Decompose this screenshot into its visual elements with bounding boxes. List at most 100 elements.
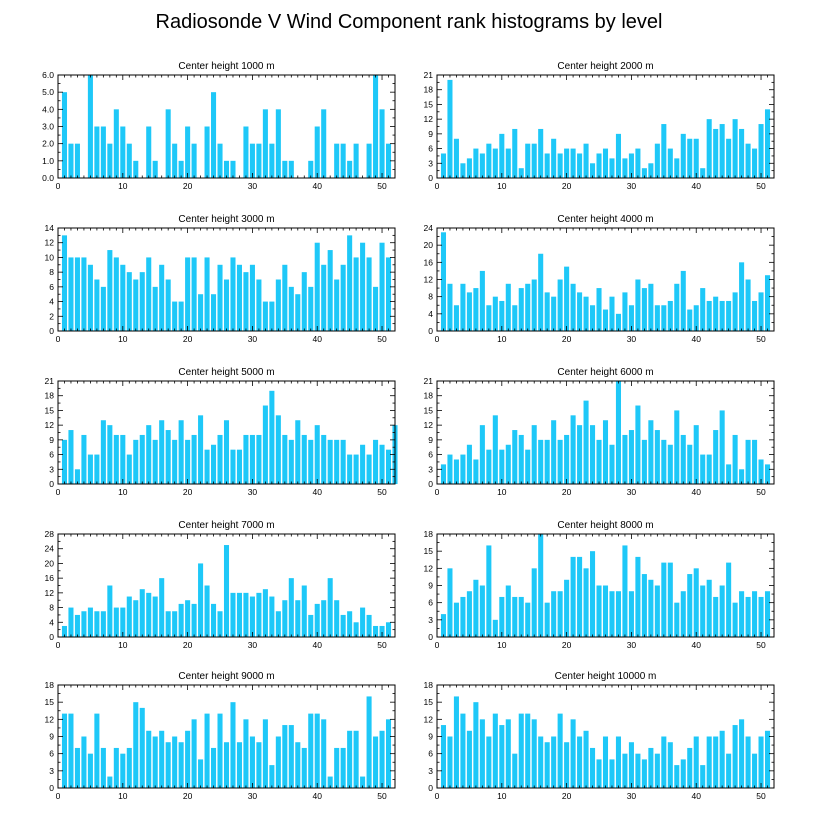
y-tick-label: 8: [49, 603, 54, 613]
bar: [379, 625, 385, 637]
bar: [223, 160, 230, 178]
bar: [590, 305, 596, 331]
y-tick-label: 1.0: [42, 156, 54, 166]
bar: [159, 730, 165, 788]
bar: [68, 257, 74, 331]
x-tick-label: 20: [562, 487, 572, 497]
bar: [282, 434, 288, 484]
x-tick-label: 40: [312, 487, 322, 497]
bar: [223, 742, 230, 788]
bar: [551, 296, 557, 331]
bar: [74, 614, 80, 637]
bar: [479, 270, 485, 331]
bar: [635, 148, 641, 178]
y-tick-label: 0: [49, 632, 54, 642]
bar: [622, 158, 628, 178]
bar: [680, 591, 686, 637]
bar: [243, 719, 249, 788]
panels-container: Center height 1000 m0 10 20 30 40 500.01.02.0…: [42, 61, 775, 801]
bar: [700, 765, 706, 788]
bar: [211, 294, 217, 331]
bar: [577, 153, 583, 178]
bar: [133, 160, 139, 178]
bar: [360, 607, 366, 637]
bar: [87, 454, 93, 484]
y-tick-label: 0: [428, 173, 433, 183]
bar: [544, 153, 550, 178]
bar: [301, 272, 307, 331]
bar: [204, 713, 210, 788]
bar: [602, 585, 609, 637]
bar: [262, 719, 268, 788]
x-tick-label: 20: [183, 334, 193, 344]
x-tick-label: 50: [756, 640, 766, 650]
bar: [334, 600, 340, 637]
bar: [512, 596, 518, 637]
bar: [288, 286, 294, 331]
x-tick-label: 30: [627, 181, 637, 191]
bar: [758, 596, 764, 637]
bar: [739, 469, 745, 484]
bar: [159, 578, 165, 637]
bar: [321, 600, 327, 637]
x-tick-label: 20: [183, 640, 193, 650]
bar: [544, 742, 550, 788]
bar: [327, 776, 333, 788]
bar: [269, 390, 275, 484]
bar: [373, 286, 379, 331]
bar: [596, 759, 602, 788]
bar: [314, 603, 320, 637]
bar: [269, 596, 275, 637]
x-tick-label: 40: [312, 334, 322, 344]
bar: [479, 153, 485, 178]
x-tick-label: 10: [497, 334, 507, 344]
y-tick-label: 12: [45, 714, 55, 724]
bar: [340, 614, 346, 637]
bar: [94, 126, 100, 178]
bar: [256, 279, 262, 331]
bar: [764, 275, 771, 331]
bar: [557, 713, 563, 788]
bar: [440, 153, 447, 178]
x-tick-label: 0: [435, 640, 440, 650]
bar: [622, 292, 628, 332]
y-tick-label: 4.0: [42, 104, 54, 114]
bar: [347, 454, 353, 484]
bar: [479, 585, 485, 637]
bar: [288, 725, 294, 788]
bar: [764, 591, 771, 637]
bar: [347, 730, 353, 788]
x-tick-label: 50: [756, 334, 766, 344]
y-tick-label: 12: [424, 275, 434, 285]
y-tick-label: 6: [428, 144, 433, 154]
x-tick-label: 0: [435, 334, 440, 344]
bar: [693, 568, 699, 637]
bar: [447, 283, 453, 331]
bar: [107, 585, 113, 637]
bar: [74, 469, 80, 484]
bar: [379, 730, 385, 788]
y-tick-label: 6: [428, 749, 433, 759]
bar: [275, 415, 281, 484]
bar: [505, 719, 511, 788]
bar: [713, 296, 719, 331]
bar: [133, 439, 139, 484]
bar: [596, 439, 602, 484]
bar: [499, 449, 505, 484]
y-tick-label: 18: [424, 391, 434, 401]
bar: [628, 153, 634, 178]
bar: [198, 563, 204, 637]
bar: [139, 589, 145, 637]
bar: [178, 420, 184, 484]
bar: [211, 92, 217, 178]
bar: [661, 439, 667, 484]
bar: [262, 301, 268, 331]
bar: [693, 138, 699, 178]
bar: [583, 143, 589, 178]
bar: [321, 719, 327, 788]
bar: [486, 736, 492, 788]
bar: [107, 425, 113, 484]
bar: [87, 75, 93, 178]
bar: [706, 119, 712, 178]
bar: [486, 449, 492, 484]
